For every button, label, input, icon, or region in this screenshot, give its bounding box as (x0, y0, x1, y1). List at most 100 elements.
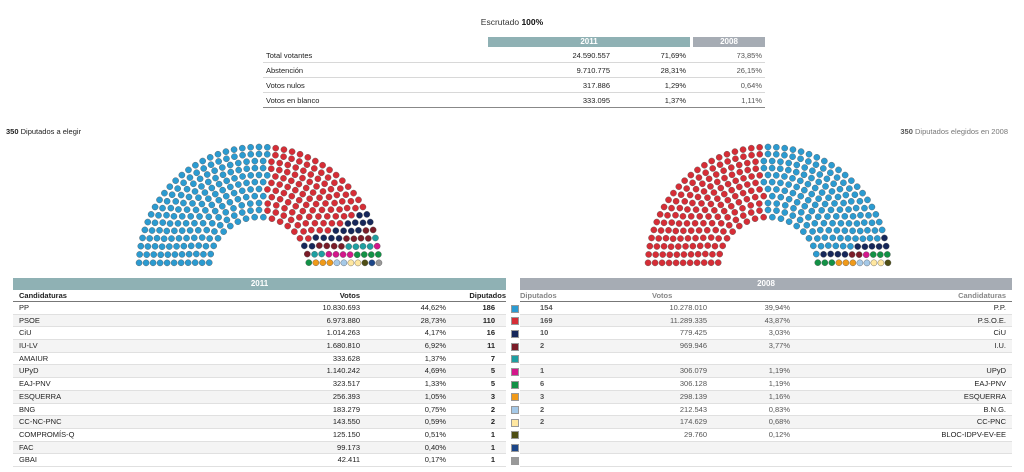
seat-dot (848, 251, 856, 258)
seat-dot (296, 150, 304, 158)
seat-dot (331, 179, 338, 187)
seat-dot (149, 259, 157, 267)
seat-dot (324, 227, 332, 234)
seat-dot (717, 220, 725, 227)
summary-pct-2011: 28,31% (613, 62, 689, 78)
seat-dot (773, 207, 780, 214)
seat-dot (841, 213, 849, 220)
seat-dot (855, 251, 863, 258)
seat-dot (732, 216, 740, 224)
seat-dot (159, 204, 166, 212)
seat-dot (789, 153, 796, 161)
seat-dot (725, 221, 733, 229)
seat-dot (768, 164, 776, 172)
seat-dot (235, 181, 242, 188)
seat-dot (724, 180, 732, 188)
seat-dot (175, 235, 183, 242)
result-row-2011: COMPROMÍS-Q 125.150 0,51% 1 (13, 429, 519, 442)
seat-dot (322, 200, 329, 207)
seat-dot (692, 234, 699, 242)
party-percent-2008: 43,87% (764, 315, 790, 325)
seat-dot (319, 161, 326, 169)
seat-dot (840, 179, 847, 187)
party-percent-2008: 0,68% (768, 417, 790, 427)
seat-dot (801, 164, 808, 171)
seat-dot (808, 174, 815, 182)
seat-dot (212, 174, 219, 182)
seat-dot (696, 242, 704, 250)
seat-dot (231, 175, 238, 182)
seat-dot (744, 159, 751, 167)
seat-dot (785, 195, 793, 203)
seat-dot (191, 188, 199, 195)
party-votes-2008: 29.760 (684, 429, 707, 439)
seat-dot (658, 259, 666, 267)
seat-dot (305, 213, 313, 221)
seat-dot (705, 175, 713, 183)
seat-dot (747, 202, 755, 209)
seat-dot (212, 190, 219, 198)
seat-dot (715, 235, 722, 242)
seat-dot (785, 159, 792, 167)
seat-dot (280, 175, 287, 182)
seat-dot (178, 227, 186, 234)
seat-dot (884, 259, 892, 267)
seat-dot (195, 242, 202, 249)
seat-dot (347, 227, 355, 235)
seat-dot (781, 187, 789, 195)
seat-dot (805, 214, 812, 221)
seat-dot (768, 192, 776, 200)
seat-dot (337, 185, 344, 192)
seat-dot (732, 155, 739, 163)
seat-dot (276, 166, 283, 174)
seat-dot (804, 180, 812, 188)
seat-dot (211, 207, 219, 215)
seat-dot (366, 243, 374, 250)
seat-dot (313, 183, 320, 190)
seat-dot (812, 161, 820, 168)
seat-dot (189, 200, 196, 207)
seat-dot (777, 193, 785, 201)
seat-dot (318, 169, 325, 177)
seat-dot (306, 195, 313, 203)
seat-dot (868, 243, 876, 250)
party-percent: 1,37% (424, 353, 446, 363)
seat-dot (182, 220, 190, 227)
seat-dot (144, 243, 152, 250)
seat-dot (817, 242, 825, 250)
seat-dot (173, 243, 180, 250)
seat-dot (856, 197, 864, 205)
seat-dot (724, 214, 731, 221)
seat-dot (303, 161, 311, 168)
seat-dot (283, 168, 291, 176)
seat-dot (773, 200, 781, 207)
seat-dot (672, 227, 680, 235)
result-row-2011: PSOE 6.973.880 28,73% 110 (13, 314, 519, 328)
party-name-2008: I.U. (994, 341, 1006, 351)
party-name: CiU (19, 328, 32, 338)
party-name: COMPROMÍS-Q (19, 429, 75, 439)
seat-dot (356, 212, 363, 219)
result-row-2011: ESQUERRA 256.393 1,05% 3 (13, 390, 519, 404)
seat-dot (861, 204, 868, 212)
summary-votes-2011: 317.886 (488, 77, 613, 93)
party-percent: 0,51% (424, 429, 446, 439)
seat-dot (360, 251, 368, 258)
seat-dot (160, 235, 168, 243)
seat-dot (797, 148, 805, 155)
results-2008-header: 2008 (520, 278, 1012, 290)
seat-dot (815, 178, 822, 186)
seat-dot (777, 179, 784, 187)
summary-votes-2011: 24.590.557 (488, 48, 613, 63)
seat-dot (359, 243, 367, 250)
seat-dot (288, 155, 295, 163)
seat-dot (809, 167, 816, 175)
seat-dot (230, 189, 238, 197)
seat-dot (251, 157, 259, 165)
seat-dot (359, 219, 367, 227)
seat-dot (821, 259, 829, 267)
seat-dot (723, 150, 731, 158)
party-votes: 256.393 (332, 391, 360, 401)
seat-dot (220, 228, 227, 235)
seat-dot (142, 259, 150, 267)
